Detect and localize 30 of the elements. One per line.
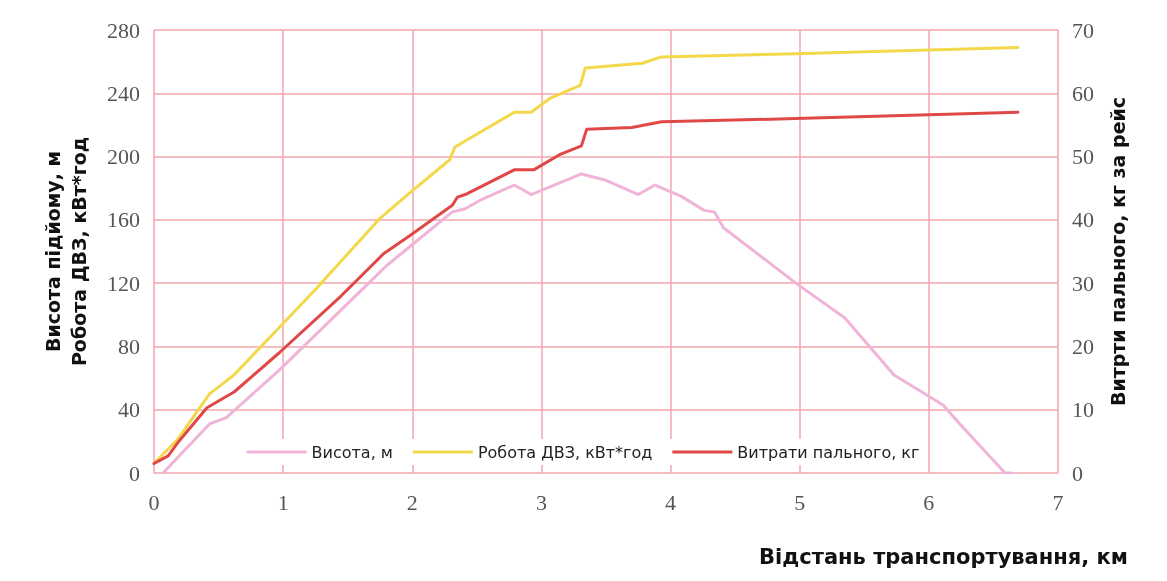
y2-tick-label: 20: [1072, 333, 1094, 359]
y2-tick-label: 40: [1072, 207, 1094, 233]
y2-tick-label: 60: [1072, 80, 1094, 106]
y2-tick-label: 70: [1072, 17, 1094, 43]
x-tick-label: 3: [535, 489, 547, 515]
x-tick-label: 7: [1052, 489, 1064, 515]
legend-label: Висота, м: [311, 442, 393, 462]
y-tick-label: 240: [107, 80, 140, 106]
x-tick-label: 6: [923, 489, 935, 515]
y-tick-label: 280: [107, 17, 140, 43]
y2-tick-label: 50: [1072, 144, 1094, 170]
y2-tick-label: 0: [1072, 460, 1083, 486]
y-tick-label: 80: [118, 333, 140, 359]
y-tick-label: 160: [107, 207, 140, 233]
x-tick-label: 1: [277, 489, 289, 515]
y-tick-label: 0: [129, 460, 140, 486]
y2-tick-label: 10: [1072, 397, 1094, 423]
y-axis-title: Висота підйому, м Робота ДВЗ, кВт*год: [42, 136, 90, 367]
y-tick-label: 40: [118, 397, 140, 423]
legend-label: Витрати пального, кг: [737, 442, 920, 462]
y-tick-label: 120: [107, 270, 140, 296]
x-tick-label: 4: [665, 489, 677, 515]
y-tick-label: 200: [107, 144, 140, 170]
y2-axis-title: Витрти пального, кг за рейс: [1106, 96, 1129, 407]
x-tick-label: 2: [406, 489, 418, 515]
x-tick-label: 5: [794, 489, 806, 515]
x-axis-title: Відстань транспортування, км: [759, 544, 1129, 569]
x-tick-label: 0: [148, 489, 160, 515]
y2-tick-label: 30: [1072, 270, 1094, 296]
legend-label: Робота ДВЗ, кВт*год: [477, 442, 653, 462]
